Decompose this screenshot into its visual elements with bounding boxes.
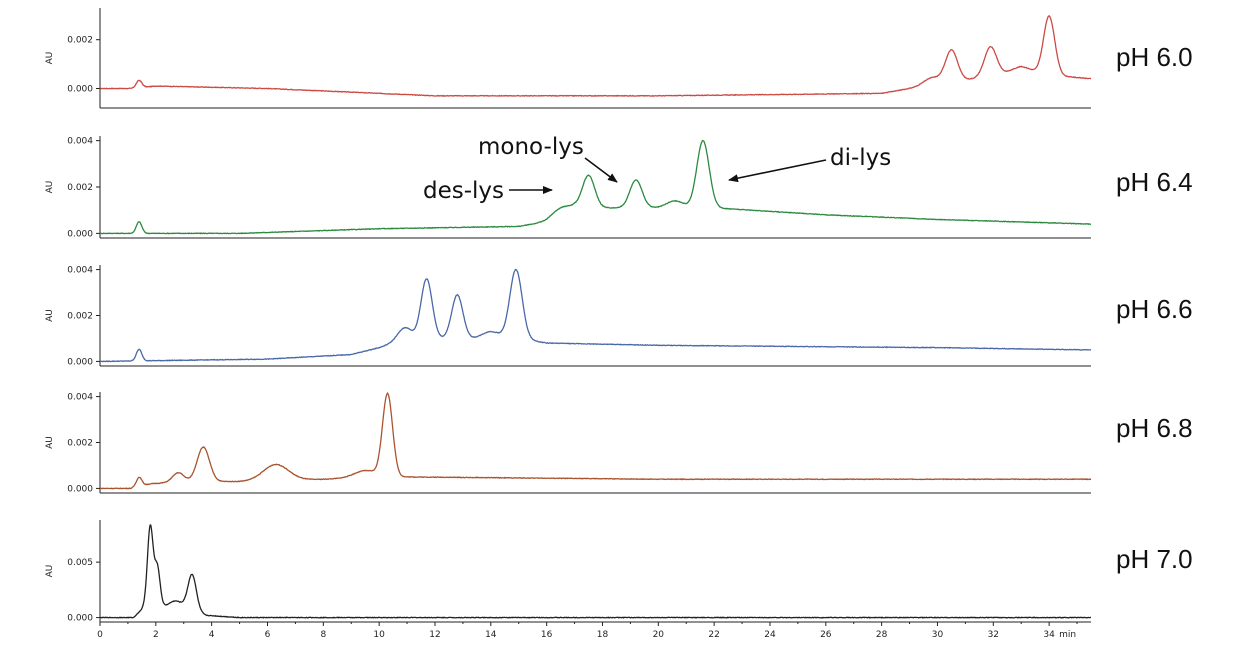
trace-line — [99, 524, 1092, 619]
x-axis: 0 2 4 6 8 10 12 14 16 18 20 22 24 26 28 30 32 34 min — [97, 622, 1078, 640]
x-tick-label: 18 — [597, 630, 609, 640]
x-tick-label: 24 — [764, 630, 776, 640]
y-tick-label: 0.000 — [67, 84, 93, 94]
y-tick-label: 0.002 — [67, 312, 93, 322]
x-tick-label: 2 — [153, 630, 159, 640]
y-tick-label: 0.002 — [67, 183, 93, 193]
x-tick-label: 12 — [429, 630, 440, 640]
x-tick-label: 10 — [373, 630, 385, 640]
trace-line — [99, 391, 1092, 490]
y-axis-label: AU — [45, 52, 55, 65]
annotation-label: di-lys — [830, 145, 891, 171]
x-tick-label: 34 — [1043, 630, 1055, 640]
panels-layer: 0.000 0.002 AU pH 6.0 0.000 0.002 0.004 AU pH 6.… — [45, 8, 1193, 624]
ph-label: pH 6.8 — [1116, 413, 1193, 443]
x-tick-label: 20 — [653, 630, 665, 640]
annotation-label: des-lys — [423, 178, 504, 204]
ph-label: pH 6.4 — [1116, 167, 1193, 197]
y-tick-label: 0.004 — [67, 393, 93, 403]
panel-ph-6-0: 0.000 0.002 AU pH 6.0 — [45, 8, 1193, 109]
trace-line — [99, 139, 1092, 235]
panel-ph-6-4: 0.000 0.002 0.004 AU pH 6.4 des-lys mono-lys di… — [45, 134, 1193, 239]
y-axis-label: AU — [45, 181, 55, 194]
y-axis-label: AU — [45, 436, 55, 449]
y-tick-label: 0.004 — [67, 137, 93, 147]
ph-label: pH 7.0 — [1116, 544, 1193, 574]
trace-line — [99, 268, 1092, 363]
annotation-label: mono-lys — [478, 134, 584, 160]
y-tick-label: 0.000 — [67, 484, 93, 494]
x-tick-label: 16 — [541, 630, 553, 640]
x-tick-label: 32 — [988, 630, 999, 640]
annotation-arrow — [728, 159, 827, 183]
x-tick-label: 4 — [209, 630, 215, 640]
x-tick-label: 28 — [876, 630, 888, 640]
x-tick-label: 6 — [265, 630, 271, 640]
x-axis-unit: min — [1059, 630, 1076, 640]
y-axis-label: AU — [45, 565, 55, 578]
y-tick-label: 0.002 — [67, 439, 93, 449]
y-tick-label: 0.000 — [67, 229, 93, 239]
panel-ph-7-0: 0.000 0.005 AU pH 7.0 — [45, 520, 1193, 624]
panel-ph-6-6: 0.000 0.002 0.004 AU pH 6.6 — [45, 265, 1193, 367]
x-tick-label: 14 — [485, 630, 497, 640]
x-tick-label: 0 — [97, 630, 103, 640]
y-tick-label: 0.000 — [67, 357, 93, 367]
trace-line — [99, 14, 1092, 97]
y-tick-label: 0.000 — [67, 614, 93, 624]
y-axis-label: AU — [45, 309, 55, 322]
y-tick-label: 0.004 — [67, 266, 93, 276]
ph-label: pH 6.6 — [1116, 294, 1193, 324]
annotation-arrow — [584, 157, 618, 183]
y-tick-label: 0.005 — [67, 558, 93, 568]
x-tick-label: 22 — [708, 630, 719, 640]
panel-ph-6-8: 0.000 0.002 0.004 AU pH 6.8 — [45, 391, 1193, 494]
x-tick-label: 26 — [820, 630, 832, 640]
x-tick-label: 8 — [320, 630, 326, 640]
ph-label: pH 6.0 — [1116, 42, 1193, 72]
y-tick-label: 0.002 — [67, 36, 93, 46]
x-tick-label: 30 — [932, 630, 944, 640]
